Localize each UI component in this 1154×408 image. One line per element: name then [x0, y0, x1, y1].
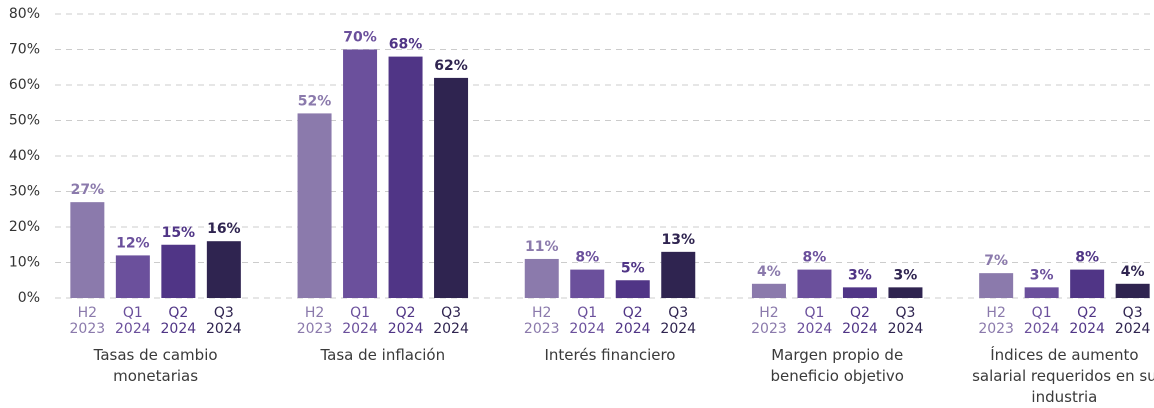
bar — [524, 258, 559, 298]
value-label: 8% — [1075, 250, 1099, 266]
series-label: Q1 2024 — [797, 305, 833, 337]
series-label: Q1 2024 — [115, 305, 151, 337]
bar — [115, 255, 150, 298]
bar — [388, 56, 423, 298]
series-label: H2 2023 — [751, 305, 787, 337]
bar — [1115, 283, 1150, 298]
y-tick-label: 40% — [9, 148, 40, 164]
series-label: Q3 2024 — [1115, 305, 1151, 337]
series-label: H2 2023 — [524, 305, 560, 337]
y-tick-label: 60% — [9, 77, 40, 93]
series-label: Q2 2024 — [842, 305, 878, 337]
value-label: 68% — [389, 37, 423, 53]
value-label: 8% — [803, 250, 827, 266]
bar — [206, 241, 241, 298]
bar — [297, 113, 332, 299]
category-label: Índices de aumento salarial requeridos e… — [972, 346, 1154, 406]
y-tick-label: 30% — [9, 184, 40, 200]
series-label: Q2 2024 — [161, 305, 197, 337]
value-label: 70% — [343, 30, 377, 46]
category-label: Tasas de cambio monetarias — [93, 346, 218, 385]
y-tick-label: 20% — [9, 219, 40, 235]
y-tick-label: 80% — [9, 6, 40, 22]
series-label: H2 2023 — [70, 305, 106, 337]
bar — [570, 269, 605, 298]
series-label: Q2 2024 — [615, 305, 651, 337]
value-label: 3% — [848, 267, 872, 283]
bar — [751, 283, 786, 298]
value-label: 11% — [525, 239, 559, 255]
series-label: H2 2023 — [978, 305, 1014, 337]
bar — [434, 77, 469, 299]
y-tick-label: 70% — [9, 42, 40, 58]
series-label: Q3 2024 — [888, 305, 924, 337]
value-label: 52% — [298, 93, 332, 109]
y-tick-label: 50% — [9, 113, 40, 129]
bar — [888, 287, 923, 298]
y-tick-label: 10% — [9, 255, 40, 271]
series-label: Q1 2024 — [342, 305, 378, 337]
series-label: Q3 2024 — [660, 305, 696, 337]
bar — [161, 244, 196, 298]
bar — [979, 273, 1014, 298]
value-label: 8% — [575, 250, 599, 266]
value-label: 16% — [207, 221, 241, 237]
value-label: 4% — [1121, 264, 1145, 280]
value-label: 27% — [71, 182, 105, 198]
series-label: Q1 2024 — [1024, 305, 1060, 337]
value-label: 62% — [434, 58, 468, 74]
series-label: H2 2023 — [297, 305, 333, 337]
bar — [70, 202, 105, 298]
category-label: Tasa de inflación — [320, 346, 446, 364]
value-label: 12% — [116, 235, 150, 251]
series-label: Q1 2024 — [569, 305, 605, 337]
category-label: Interés financiero — [544, 346, 676, 364]
value-label: 4% — [757, 264, 781, 280]
value-label: 5% — [621, 260, 645, 276]
y-tick-label: 0% — [18, 290, 40, 306]
category-label: Margen propio de beneficio objetivo — [770, 346, 904, 385]
series-label: Q3 2024 — [433, 305, 469, 337]
value-label: 13% — [661, 232, 695, 248]
value-label: 3% — [1030, 267, 1054, 283]
value-label: 3% — [894, 267, 918, 283]
bar — [661, 251, 696, 298]
bar — [1024, 287, 1059, 298]
bar — [797, 269, 832, 298]
bar — [615, 280, 650, 298]
bar — [842, 287, 877, 298]
bar — [343, 49, 378, 298]
series-label: Q3 2024 — [206, 305, 242, 337]
series-label: Q2 2024 — [1069, 305, 1105, 337]
series-label: Q2 2024 — [388, 305, 424, 337]
bar — [1070, 269, 1105, 298]
value-label: 7% — [984, 253, 1008, 269]
value-label: 15% — [162, 225, 196, 241]
